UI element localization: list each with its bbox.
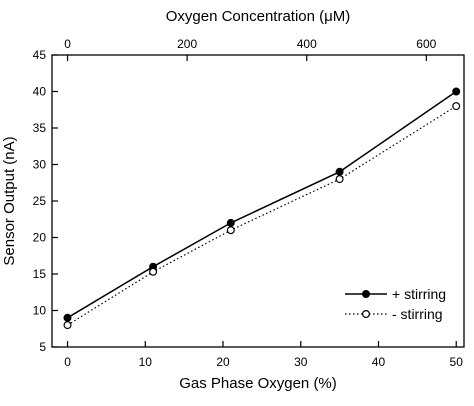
- series-line-stirring: [67, 90, 457, 319]
- data-point: [226, 226, 235, 235]
- axes-layer: 0 10 20 30 40 50 5 10 15 20 25 30 35 40 45 0 200 400 600: [33, 37, 464, 369]
- data-point: [226, 218, 235, 227]
- x-tick-label: 10: [139, 355, 153, 369]
- data-point: [63, 321, 72, 330]
- top-x-tick-label: 400: [297, 37, 317, 51]
- data-point: [335, 167, 344, 176]
- y-tick-label: 10: [33, 304, 47, 318]
- y-axis-label: Sensor Output (nA): [1, 136, 18, 265]
- data-point: [452, 102, 461, 111]
- legend: + stirring - stirring: [345, 286, 446, 322]
- x-tick-label: 30: [294, 355, 308, 369]
- x-tick-label: 50: [450, 355, 464, 369]
- y-tick-label: 35: [33, 121, 47, 135]
- data-point: [149, 267, 158, 276]
- y-tick-label: 25: [33, 194, 47, 208]
- y-tick-label: 30: [33, 158, 47, 172]
- legend-marker: [362, 290, 371, 299]
- y-tick-label: 45: [33, 48, 47, 62]
- series-layer: [63, 87, 461, 330]
- x-tick-label: 0: [64, 355, 71, 369]
- y-tick-label: 40: [33, 85, 47, 99]
- legend-label: + stirring: [392, 286, 446, 302]
- y-tick-label: 20: [33, 231, 47, 245]
- top-x-tick-label: 600: [416, 37, 436, 51]
- top-x-tick-label: 200: [177, 37, 197, 51]
- top-x-axis-label: Oxygen Concentration (μM): [166, 8, 351, 25]
- x-tick-label: 40: [372, 355, 386, 369]
- y-tick-label: 5: [39, 340, 46, 354]
- x-tick-label: 20: [216, 355, 230, 369]
- data-point: [452, 87, 461, 96]
- x-axis-label: Gas Phase Oxygen (%): [179, 375, 337, 392]
- legend-marker: [362, 310, 371, 319]
- top-x-tick-label: 0: [64, 37, 71, 51]
- y-tick-label: 15: [33, 267, 47, 281]
- plot-frame: [51, 54, 465, 348]
- data-point: [63, 313, 72, 322]
- legend-label: - stirring: [392, 306, 443, 322]
- data-point: [335, 175, 344, 184]
